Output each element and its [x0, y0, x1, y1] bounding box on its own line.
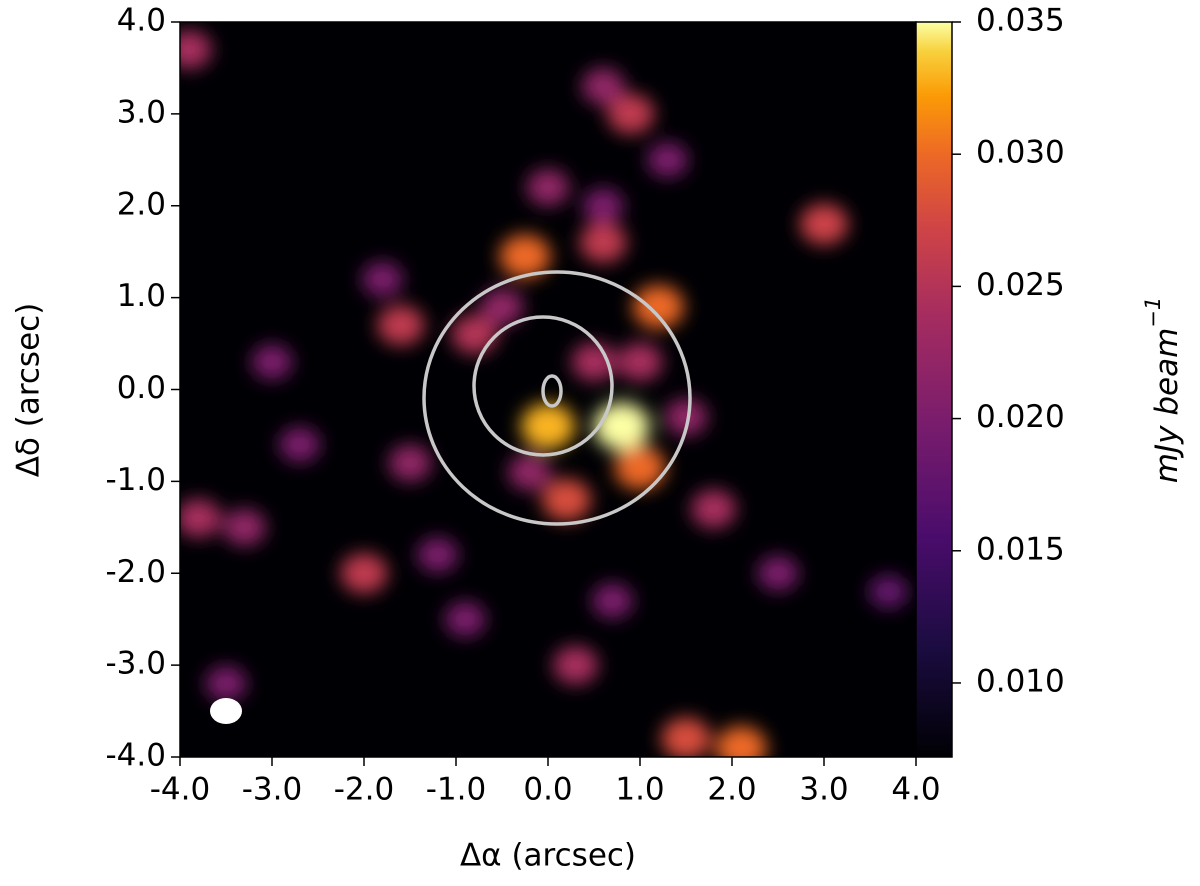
colorbar-tick-label: 0.025 [976, 267, 1065, 303]
colorbar-tick-label: 0.010 [976, 663, 1065, 699]
emission-clump [868, 574, 908, 609]
y-tick-label: 1.0 [117, 278, 166, 314]
emission-clump [800, 203, 848, 245]
x-tick-label: 0.0 [523, 772, 572, 808]
emission-clump [591, 583, 633, 619]
emission-clump [499, 234, 551, 279]
emission-clump [180, 498, 221, 538]
emission-clump [251, 344, 293, 380]
emission-clump [541, 478, 591, 521]
y-tick-label: 3.0 [117, 94, 166, 130]
emission-clump [607, 93, 655, 134]
emission-clump [571, 342, 617, 382]
emission-clump [377, 305, 425, 346]
emission-clump [279, 427, 321, 463]
contour [541, 374, 563, 408]
contour [472, 315, 614, 457]
emission-clump [553, 645, 599, 685]
emission-clump [647, 142, 689, 178]
x-tick-label: 4.0 [891, 772, 940, 808]
x-tick-label: -1.0 [426, 772, 487, 808]
emission-clump [340, 553, 388, 594]
beam [210, 698, 242, 724]
emission-clump [582, 188, 624, 224]
emission-clump [417, 537, 459, 573]
contours [422, 270, 692, 526]
colorbar-tick-label: 0.030 [976, 135, 1065, 171]
y-axis-label: Δδ (arcsec) [11, 303, 47, 478]
y-tick-label: 2.0 [117, 186, 166, 222]
emission-clump [222, 508, 266, 546]
x-tick-label: -4.0 [150, 772, 211, 808]
emission-clump [444, 601, 486, 637]
x-tick-label: 2.0 [707, 772, 756, 808]
emission-clump [593, 402, 650, 451]
emission-clump [579, 222, 627, 263]
y-tick-label: -2.0 [106, 554, 167, 590]
emission-clump [617, 342, 663, 382]
y-tick-label: -1.0 [106, 462, 167, 498]
colorbar-label-text: mJy beam [1149, 328, 1185, 483]
emission-clump [632, 284, 684, 329]
emission-clump [388, 444, 432, 482]
plot-background [180, 22, 916, 757]
emission-clump [508, 453, 552, 491]
x-tick-label: 3.0 [799, 772, 848, 808]
emission-clump [614, 445, 666, 490]
colorbar-label-exponent: −1 [1141, 297, 1165, 328]
x-axis-label: Δα (arcsec) [460, 838, 636, 874]
emission-clump [526, 168, 570, 206]
emission-clump [581, 67, 625, 105]
y-tick-label: 4.0 [117, 3, 166, 39]
emission-map [180, 30, 908, 757]
emission-clump [205, 665, 247, 702]
colorbar [915, 21, 953, 758]
colorbar-tick-label: 0.020 [976, 399, 1065, 435]
emission-clump [661, 717, 711, 757]
emission-clump [480, 288, 524, 326]
colorbar-tick-label: 0.035 [976, 3, 1065, 39]
emission-clump [521, 403, 575, 450]
emission-clump [664, 398, 708, 436]
emission-clump [715, 725, 767, 757]
emission-clump [180, 30, 212, 69]
emission-clump [691, 489, 737, 529]
y-tick-label: 0.0 [117, 370, 166, 406]
x-tick-label: 1.0 [615, 772, 664, 808]
contour [422, 270, 692, 526]
x-tick-label: -2.0 [334, 772, 395, 808]
emission-clump [451, 314, 498, 355]
y-tick-label: -4.0 [106, 738, 167, 774]
colorbar-label: mJy beam−1 [1141, 297, 1185, 483]
x-tick-label: -3.0 [242, 772, 303, 808]
y-tick-label: -3.0 [106, 646, 167, 682]
emission-clump [361, 261, 403, 297]
emission-clump [757, 555, 799, 591]
colorbar-tick-label: 0.015 [976, 531, 1065, 567]
